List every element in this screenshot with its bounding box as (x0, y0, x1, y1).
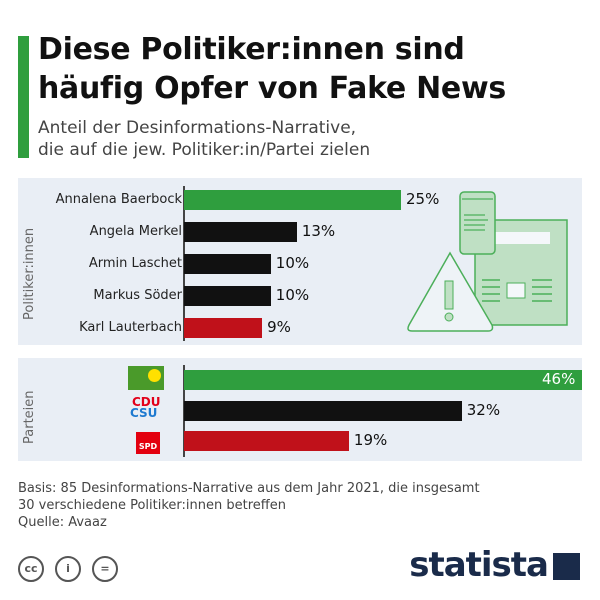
value-label: 25% (406, 190, 440, 208)
basis-line: 30 verschiedene Politiker:innen betreffe… (18, 498, 286, 513)
cdu-text: CDU (132, 395, 161, 409)
cc-icon[interactable]: cc (18, 556, 44, 582)
value-label: 19% (353, 431, 388, 449)
subtitle: Anteil der Desinformations-Narrative, di… (38, 117, 370, 161)
category-label: Armin Laschet (88, 256, 182, 271)
group-label-politicians: Politiker:innen (22, 227, 37, 320)
bar (184, 370, 582, 390)
category-label: Annalena Baerbock (55, 192, 182, 207)
page-title: Diese Politiker:innen sind häufig Opfer … (38, 30, 506, 108)
bar (184, 254, 271, 274)
value-label: 46% (542, 370, 576, 388)
source: Quelle: Avaaz (18, 515, 107, 530)
bar (184, 286, 271, 306)
fake-news-illustration-icon (407, 191, 568, 332)
accent-bar (18, 36, 29, 158)
title-line: Diese Politiker:innen sind (38, 32, 465, 67)
statista-logo[interactable]: statista (409, 545, 549, 585)
spd-logo: SPD (136, 432, 160, 454)
nd-icon[interactable]: = (92, 556, 118, 582)
subtitle-line: Anteil der Desinformations-Narrative, (38, 118, 357, 138)
bar (184, 431, 349, 451)
by-icon[interactable]: i (55, 556, 81, 582)
group-label-parties: Parteien (22, 390, 37, 444)
category-label: Markus Söder (93, 288, 182, 303)
greens-logo (128, 366, 164, 390)
category-label: Angela Merkel (89, 224, 182, 239)
statista-mark-icon (553, 553, 580, 580)
bar (184, 222, 297, 242)
value-label: 9% (267, 318, 291, 336)
bar (184, 401, 462, 421)
value-label: 32% (466, 401, 501, 419)
value-label: 10% (275, 286, 310, 304)
value-label: 13% (301, 222, 336, 240)
basis-line: Basis: 85 Desinformations-Narrative aus … (18, 481, 480, 496)
bar (184, 190, 401, 210)
category-label: Karl Lauterbach (79, 320, 182, 335)
cdu-csu-logo: CDU CSU (130, 395, 161, 420)
value-label: 10% (275, 254, 310, 272)
title-line: häufig Opfer von Fake News (38, 71, 506, 106)
subtitle-line: die auf die jew. Politiker:in/Partei zie… (38, 140, 371, 160)
csu-text: CSU (130, 406, 158, 420)
footer-notes: Basis: 85 Desinformations-Narrative aus … (18, 480, 480, 531)
bar (184, 318, 263, 338)
